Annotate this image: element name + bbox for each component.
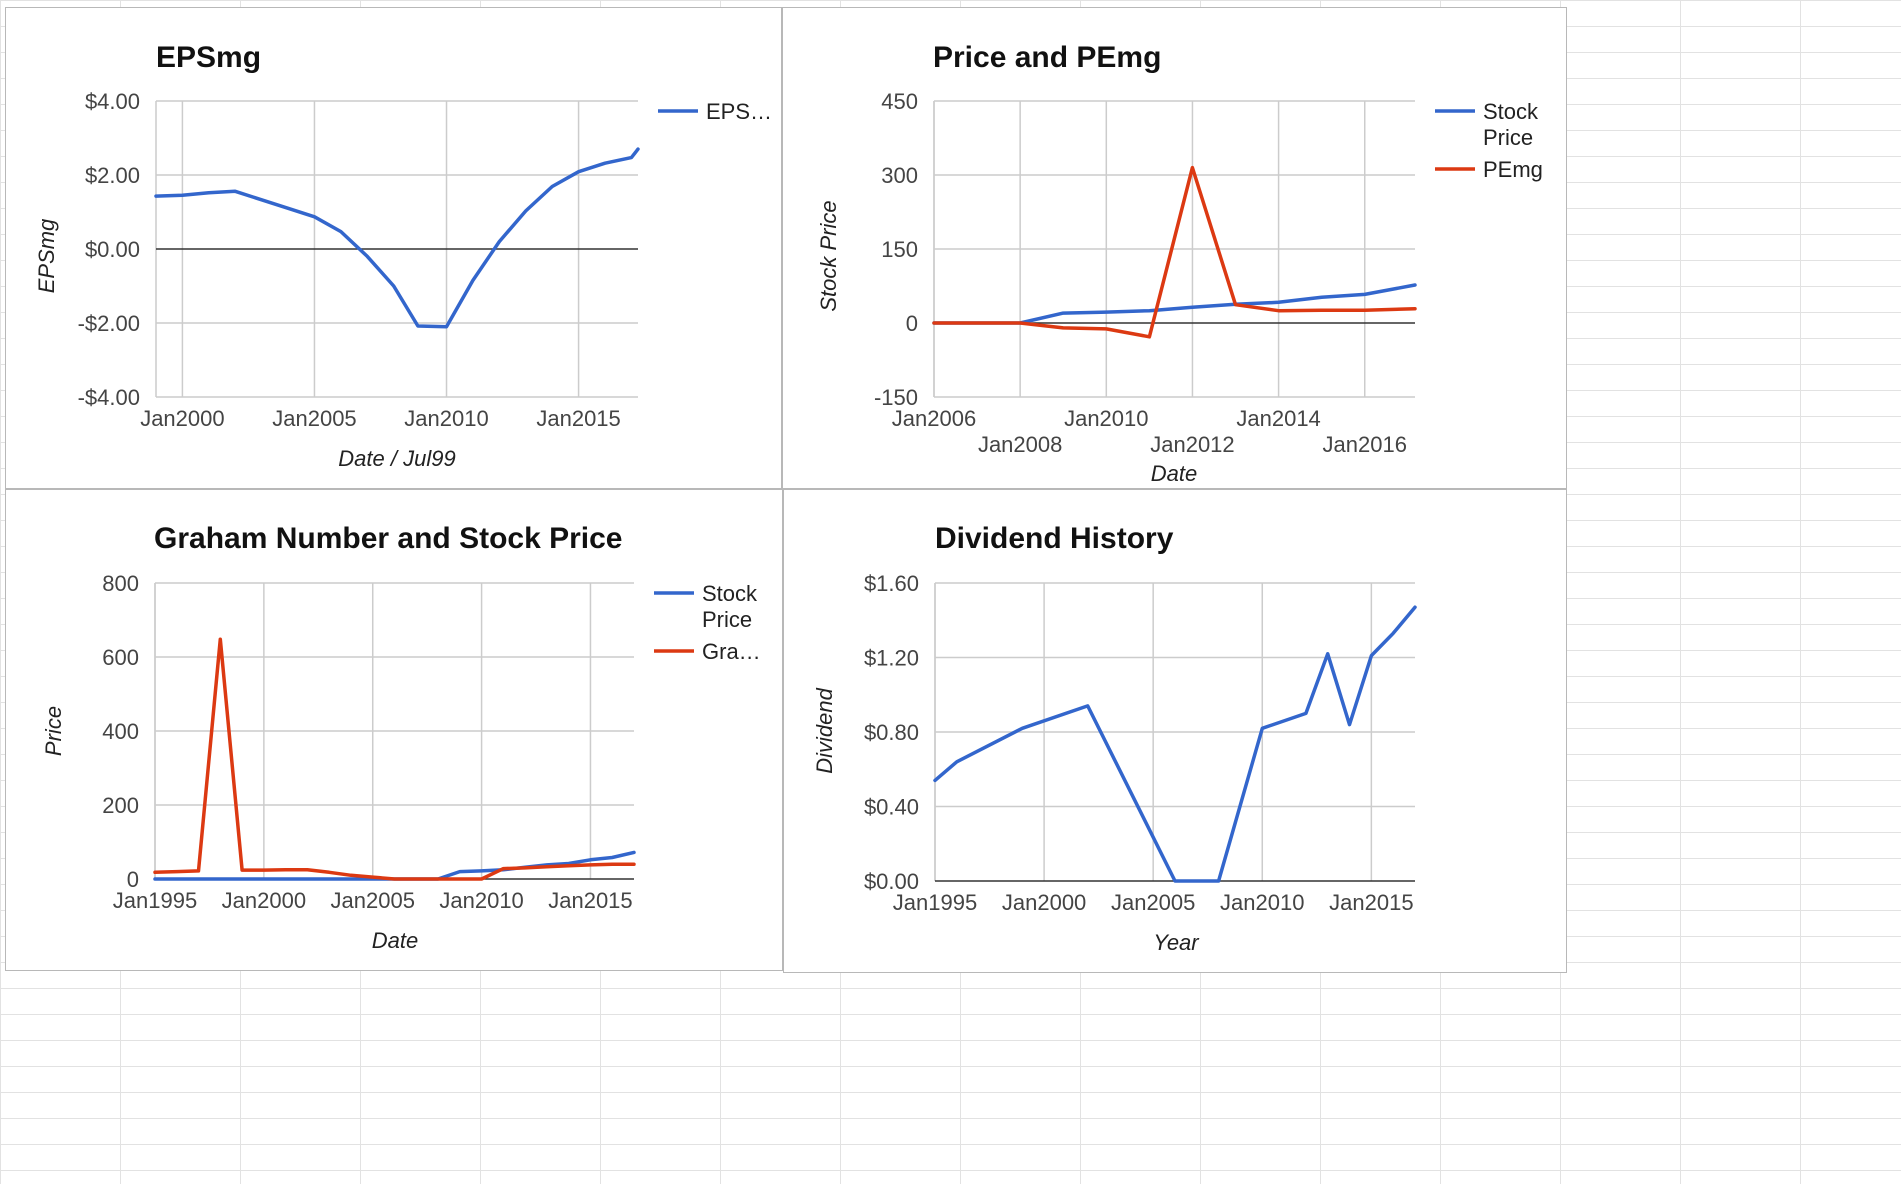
x-tick-label: Jan2005 (272, 406, 356, 431)
chart-panel-graham-number[interactable]: Graham Number and Stock Price 800 600 400 2… (5, 489, 783, 971)
chart-title: EPSmg (156, 41, 261, 74)
y-tick-label: $1.60 (864, 571, 919, 596)
y-tick-label: 0 (906, 311, 918, 336)
y-tick-label: -$2.00 (78, 311, 140, 336)
y-tick-label: 150 (881, 237, 918, 262)
x-tick-label: Jan2012 (1150, 432, 1234, 457)
x-axis-label: Date (1151, 461, 1197, 486)
y-tick-label: $0.40 (864, 795, 919, 820)
x-tick-label: Jan2014 (1236, 406, 1320, 431)
y-tick-label: 800 (102, 571, 139, 596)
y-tick-label: 300 (881, 163, 918, 188)
series-line (154, 147, 640, 329)
legend-entry-text: Price (1483, 125, 1533, 150)
x-tick-label: Jan2015 (1329, 890, 1413, 915)
y-axis-label: EPSmg (34, 218, 59, 293)
series-line (933, 605, 1417, 883)
x-tick-label: Jan2000 (1002, 890, 1086, 915)
chart-panel-epsmg[interactable]: EPSmg $4.00 $2.00 $0.00 -$2.00 -$4.00 Jan200… (5, 7, 782, 489)
legend-entry-text: EPS… (706, 99, 772, 124)
x-axis-label: Date (372, 928, 418, 953)
y-tick-label: 0 (127, 867, 139, 892)
x-tick-label: Jan2008 (978, 432, 1062, 457)
y-tick-label: 450 (881, 89, 918, 114)
chart-panel-price-and-pemg[interactable]: Price and PEmg 450 300 150 0 -150 Jan2006 Jan… (782, 7, 1567, 489)
y-axis-label: Price (41, 706, 66, 756)
y-tick-label: $2.00 (85, 163, 140, 188)
y-tick-label: 600 (102, 645, 139, 670)
y-tick-label: -$4.00 (78, 385, 140, 410)
y-tick-label: 400 (102, 719, 139, 744)
x-tick-label: Jan2000 (222, 888, 306, 913)
x-tick-label: Jan1995 (113, 888, 197, 913)
chart-svg-graham-number: Graham Number and Stock Price 800 600 400 2… (41, 522, 761, 953)
x-tick-label: Jan2000 (140, 406, 224, 431)
chart-title: Graham Number and Stock Price (154, 522, 623, 555)
x-tick-label: Jan2005 (331, 888, 415, 913)
x-tick-label: Jan2016 (1323, 432, 1407, 457)
x-tick-label: Jan2010 (439, 888, 523, 913)
chart-svg-epsmg: EPSmg $4.00 $2.00 $0.00 -$2.00 -$4.00 Jan200… (34, 41, 772, 471)
x-axis-label: Date / Jul99 (338, 446, 455, 471)
x-tick-label: Jan2010 (1064, 406, 1148, 431)
series-line (932, 283, 1417, 325)
chart-panel-dividend-history[interactable]: Dividend History $1.60 $1.20 $0.80 $0.40 $0.… (783, 489, 1567, 973)
chart-title: Dividend History (935, 522, 1174, 555)
x-tick-label: Jan2015 (548, 888, 632, 913)
y-tick-label: 200 (102, 793, 139, 818)
y-tick-label: -150 (874, 385, 918, 410)
x-tick-label: Jan2010 (1220, 890, 1304, 915)
x-tick-label: Jan1995 (893, 890, 977, 915)
chart-title: Price and PEmg (933, 41, 1161, 74)
series-line (153, 637, 636, 881)
y-tick-label: $4.00 (85, 89, 140, 114)
series-line (932, 165, 1417, 339)
legend-entry-text: Price (702, 607, 752, 632)
legend-entry-text: Stock (702, 581, 758, 606)
y-axis-label: Stock Price (816, 200, 841, 311)
y-tick-label: $0.00 (864, 869, 919, 894)
x-tick-label: Jan2006 (892, 406, 976, 431)
x-tick-label: Jan2010 (404, 406, 488, 431)
chart-svg-dividend-history: Dividend History $1.60 $1.20 $0.80 $0.40 $0.… (812, 522, 1417, 955)
x-axis-label: Year (1153, 930, 1200, 955)
legend-entry-text: Stock (1483, 99, 1539, 124)
legend-entry-text: Gra… (702, 639, 761, 664)
x-tick-label: Jan2015 (536, 406, 620, 431)
y-axis-label: Dividend (812, 687, 837, 773)
y-tick-label: $0.80 (864, 720, 919, 745)
y-tick-label: $1.20 (864, 646, 919, 671)
y-tick-label: $0.00 (85, 237, 140, 262)
legend-entry-text: PEmg (1483, 157, 1543, 182)
x-tick-label: Jan2005 (1111, 890, 1195, 915)
